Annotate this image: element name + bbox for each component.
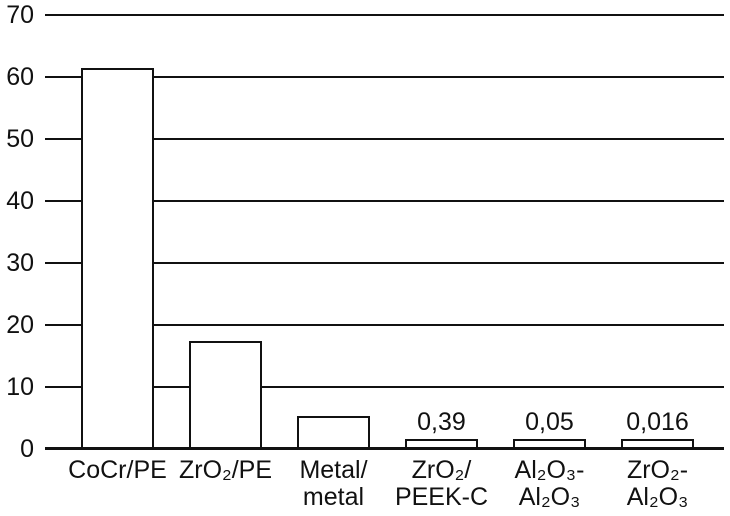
bar	[513, 439, 586, 449]
bar-value-label: 0,05	[525, 408, 574, 436]
x-category-label: CoCr/PE	[68, 456, 167, 484]
bar-value-label: 0,39	[417, 408, 466, 436]
x-category-label: ZrO₂/ PEEK-C	[394, 456, 489, 511]
gridline-70	[45, 14, 724, 16]
y-tick-label-30: 30	[6, 249, 34, 277]
bar	[81, 67, 154, 449]
gridline-30	[45, 262, 724, 264]
y-tick-label-60: 60	[6, 63, 34, 91]
gridline-60	[45, 76, 724, 78]
x-category-label: ZrO₂/PE	[178, 456, 273, 484]
bar	[405, 439, 478, 449]
y-tick-label-20: 20	[6, 311, 34, 339]
gridline-20	[45, 324, 724, 326]
y-tick-label-40: 40	[6, 187, 34, 215]
y-tick-label-70: 70	[6, 1, 34, 29]
x-category-label: Al₂O₃- Al₂O₃	[514, 456, 585, 511]
y-tick-label-0: 0	[20, 435, 34, 463]
x-axis-line	[45, 447, 724, 450]
y-tick-label-10: 10	[6, 373, 34, 401]
bar	[297, 416, 370, 449]
bar	[621, 439, 694, 449]
x-category-label: Metal/ metal	[299, 456, 368, 511]
gridline-50	[45, 138, 724, 140]
bar-value-label: 0,016	[626, 408, 689, 436]
bar	[189, 340, 262, 449]
x-category-label: ZrO₂- Al₂O₃	[626, 456, 689, 511]
gridline-10	[45, 386, 724, 388]
gridline-40	[45, 200, 724, 202]
y-tick-label-50: 50	[6, 125, 34, 153]
